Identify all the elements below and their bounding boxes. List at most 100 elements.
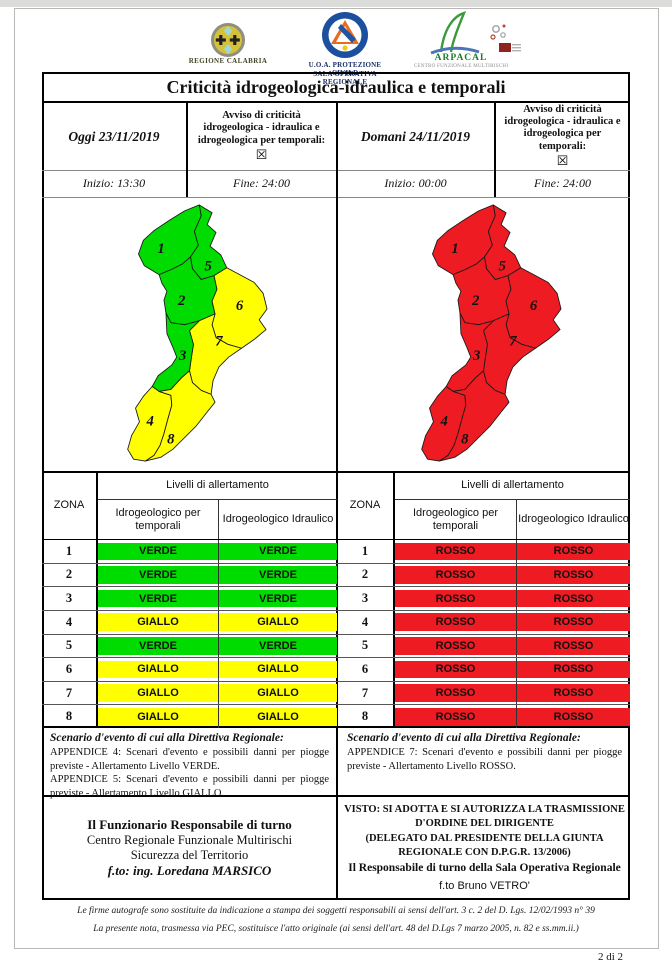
temporali-cell: ROSSO — [395, 540, 517, 563]
level-badge: ROSSO — [517, 637, 630, 655]
today-col-idraulico-header: Idrogeologico Idraulico — [222, 513, 334, 526]
protezione-civile-caption-2: SALA OPERATIVA REGIONALE — [313, 70, 377, 86]
level-badge: VERDE — [219, 637, 337, 655]
visto-line-4: REGIONALE CON D.P.G.R. 13/2006) — [398, 846, 571, 858]
idraulico-cell: ROSSO — [517, 540, 630, 563]
level-badge: ROSSO — [395, 637, 516, 655]
zone-5-label: 5 — [204, 259, 211, 275]
idraulico-cell: ROSSO — [517, 635, 630, 658]
level-badge: ROSSO — [395, 542, 516, 561]
multirischi-mini-logo — [490, 24, 521, 52]
today-avviso-checkbox: ☒ — [255, 147, 268, 163]
today-col-temporali-header: Idrogeologico per temporali — [98, 500, 219, 539]
level-badge: ROSSO — [517, 566, 630, 584]
today-scenario-line-1: APPENDICE 4: Scenari d'evento e possibil… — [50, 746, 329, 772]
idraulico-cell: GIALLO — [219, 658, 337, 681]
center-divider — [336, 103, 338, 898]
signature-left-name: f.to: ing. Loredana MARSICO — [107, 862, 272, 878]
idraulico-cell: ROSSO — [517, 564, 630, 587]
table-row: 1 VERDE VERDE — [42, 540, 337, 563]
idraulico-cell: GIALLO — [219, 682, 337, 705]
level-badge: ROSSO — [517, 613, 630, 631]
scan-top-edge — [0, 0, 672, 7]
temporali-cell: GIALLO — [98, 681, 219, 705]
table-row: 3 VERDE VERDE — [42, 586, 337, 610]
idraulico-cell: ROSSO — [517, 682, 630, 705]
temporali-cell: VERDE — [98, 587, 219, 610]
zona-cell: 8 — [42, 705, 98, 728]
visto-line-3: (DELEGATO DAL PRESIDENTE DELLA GIUNTA — [365, 832, 604, 844]
tomorrow-avviso: Avviso di criticità idrogeologica - idra… — [495, 103, 630, 170]
level-badge: GIALLO — [98, 707, 218, 726]
tomorrow-fine: Fine: 24:00 — [534, 176, 591, 190]
idraulico-cell: GIALLO — [219, 705, 337, 728]
level-badge: ROSSO — [395, 613, 516, 631]
zone-3-label: 3 — [178, 348, 186, 364]
zona-cell: 4 — [42, 610, 98, 634]
temporali-cell: ROSSO — [395, 681, 517, 705]
protezione-civile-logo — [322, 12, 368, 58]
table-row: 8 GIALLO GIALLO — [42, 704, 337, 728]
idraulico-cell: VERDE — [219, 564, 337, 587]
zona-cell: 8 — [337, 705, 395, 728]
zone-6-area — [505, 267, 562, 349]
table-row: 2 ROSSO ROSSO — [337, 562, 630, 587]
temporali-cell: VERDE — [98, 634, 219, 658]
temporali-cell: ROSSO — [395, 563, 517, 587]
idraulico-cell: VERDE — [219, 587, 337, 610]
temporali-cell: GIALLO — [98, 705, 219, 728]
zona-cell: 3 — [337, 587, 395, 610]
level-badge: VERDE — [98, 566, 218, 584]
signature-right-role: Il Responsabile di turno della Sala Oper… — [348, 861, 621, 874]
temporali-cell: ROSSO — [395, 705, 517, 728]
zona-cell: 2 — [42, 563, 98, 587]
zona-cell: 5 — [337, 634, 395, 658]
temporali-cell: ROSSO — [395, 587, 517, 610]
level-badge: ROSSO — [517, 707, 630, 726]
tomorrow-date: Domani 24/11/2019 — [360, 128, 471, 144]
arpacal-caption-2: CENTRO FUNZIONALE MULTIRISCHI — [413, 64, 509, 69]
signature-right-name: f.to Bruno VETRO' — [439, 879, 530, 892]
table-row: 1 ROSSO ROSSO — [337, 540, 630, 563]
zona-cell: 1 — [337, 540, 395, 563]
level-badge: GIALLO — [98, 613, 218, 631]
zona-cell: 7 — [42, 681, 98, 705]
arpacal-caption: ARPACAL — [434, 53, 488, 63]
tomorrow-avviso-text: Avviso di criticità idrogeologica - idra… — [504, 103, 621, 152]
idraulico-cell: ROSSO — [517, 611, 630, 634]
zone-6-area — [211, 267, 268, 349]
signature-left-org-2: Sicurezza del Territorio — [130, 847, 249, 862]
zone-6-label: 6 — [236, 298, 244, 314]
tomorrow-col-idraulico-header: Idrogeologico Idraulico — [518, 513, 629, 526]
table-row: 4 ROSSO ROSSO — [337, 609, 630, 634]
zone-7-label: 7 — [215, 333, 223, 349]
level-badge: GIALLO — [98, 660, 218, 679]
zone-4-label: 4 — [146, 414, 154, 430]
tomorrow-inizio: Inizio: 00:00 — [384, 176, 447, 190]
zona-cell: 4 — [337, 610, 395, 634]
level-badge: GIALLO — [219, 684, 337, 702]
table-row: 3 ROSSO ROSSO — [337, 586, 630, 610]
zone-8-label: 8 — [461, 431, 469, 447]
tomorrow-livelli-header: Livelli di allertamento — [395, 472, 630, 500]
regione-calabria-caption: REGIONE CALABRIA — [188, 57, 268, 65]
signature-left-org-1: Centro Regionale Funzionale Multirischi — [86, 832, 293, 847]
zone-8-label: 8 — [167, 431, 175, 447]
idraulico-cell: VERDE — [219, 540, 337, 563]
tomorrow-map: 1 5 2 6 7 3 4 8 — [421, 204, 562, 462]
arpacal-logo — [430, 11, 480, 55]
zona-cell: 5 — [42, 634, 98, 658]
zone-4-label: 4 — [440, 414, 448, 430]
idraulico-cell: VERDE — [219, 635, 337, 658]
signature-right: VISTO: SI ADOTTA E SI AUTORIZZA LA TRASM… — [339, 797, 630, 898]
zone-8-area — [144, 370, 216, 462]
temporali-cell: VERDE — [98, 563, 219, 587]
zona-cell: 6 — [42, 658, 98, 681]
idraulico-cell: ROSSO — [517, 658, 630, 681]
level-badge: VERDE — [219, 566, 337, 584]
footer-note-1: Le firme autografe sono sostituite da in… — [77, 906, 595, 916]
signature-left: Il Funzionario Responsabile di turno Cen… — [42, 797, 337, 898]
footer-note-2: La presente nota, trasmessa via PEC, sos… — [93, 924, 579, 934]
level-badge: ROSSO — [517, 589, 630, 608]
table-row: 5 VERDE VERDE — [42, 633, 337, 658]
